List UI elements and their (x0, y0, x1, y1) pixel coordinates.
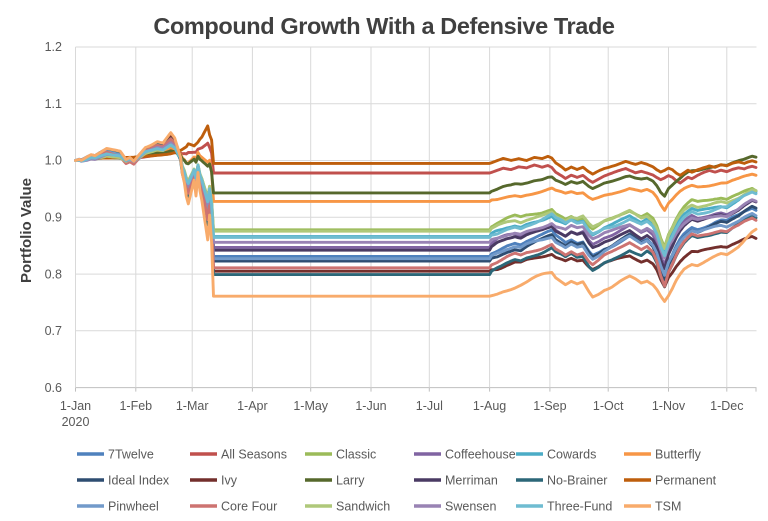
svg-text:Portfolio Value: Portfolio Value (18, 178, 35, 283)
svg-text:All Seasons: All Seasons (221, 447, 287, 461)
svg-text:2020: 2020 (62, 415, 90, 429)
svg-text:Classic: Classic (336, 447, 376, 461)
svg-text:1-Mar: 1-Mar (176, 399, 209, 413)
svg-text:Ivy: Ivy (221, 473, 238, 487)
svg-text:1-May: 1-May (293, 399, 328, 413)
svg-text:1-Jan: 1-Jan (60, 399, 91, 413)
svg-text:Merriman: Merriman (445, 473, 498, 487)
svg-text:1.0: 1.0 (45, 154, 62, 168)
svg-text:1-Dec: 1-Dec (710, 399, 743, 413)
svg-text:Compound Growth With a Defensi: Compound Growth With a Defensive Trade (153, 13, 614, 39)
svg-text:0.9: 0.9 (45, 211, 62, 225)
svg-text:0.6: 0.6 (45, 381, 62, 395)
svg-text:1-Jun: 1-Jun (355, 399, 386, 413)
svg-text:Three-Fund: Three-Fund (547, 499, 612, 513)
svg-text:1.2: 1.2 (45, 40, 62, 54)
svg-text:1-Jul: 1-Jul (416, 399, 443, 413)
svg-text:7Twelve: 7Twelve (108, 447, 154, 461)
svg-text:No-Brainer: No-Brainer (547, 473, 607, 487)
svg-text:0.7: 0.7 (45, 324, 62, 338)
svg-text:1-Feb: 1-Feb (119, 399, 152, 413)
svg-text:TSM: TSM (655, 499, 681, 513)
svg-text:Sandwich: Sandwich (336, 499, 390, 513)
svg-text:1.1: 1.1 (45, 97, 62, 111)
svg-text:Core Four: Core Four (221, 499, 277, 513)
svg-text:1-Apr: 1-Apr (237, 399, 268, 413)
svg-text:Pinwheel: Pinwheel (108, 499, 159, 513)
svg-text:Coffeehouse: Coffeehouse (445, 447, 516, 461)
svg-text:Butterfly: Butterfly (655, 447, 702, 461)
svg-text:Swensen: Swensen (445, 499, 496, 513)
svg-text:0.8: 0.8 (45, 267, 62, 281)
svg-text:Larry: Larry (336, 473, 365, 487)
svg-text:Permanent: Permanent (655, 473, 717, 487)
svg-text:1-Sep: 1-Sep (533, 399, 566, 413)
svg-text:1-Nov: 1-Nov (652, 399, 686, 413)
svg-text:Ideal Index: Ideal Index (108, 473, 170, 487)
svg-text:Cowards: Cowards (547, 447, 596, 461)
svg-text:1-Oct: 1-Oct (593, 399, 624, 413)
svg-text:1-Aug: 1-Aug (473, 399, 506, 413)
